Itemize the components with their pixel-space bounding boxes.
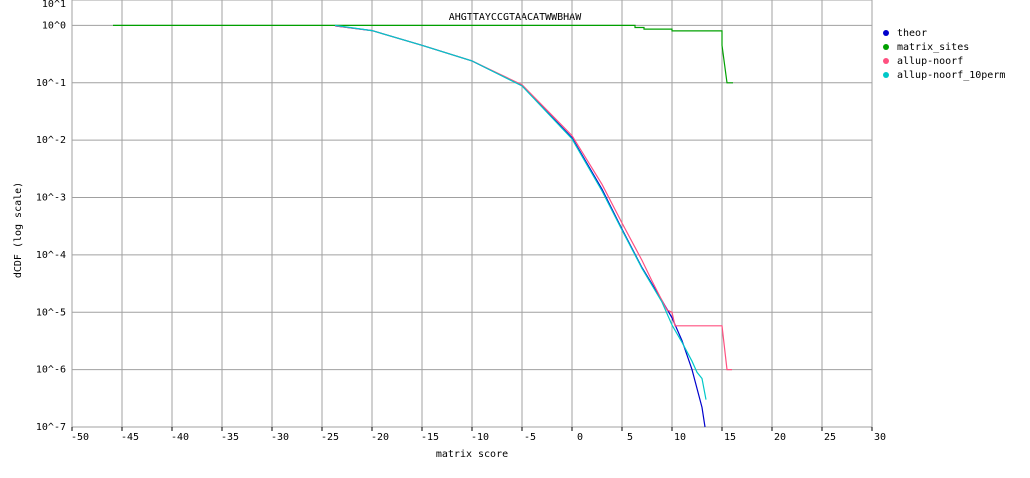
x-tick-label: -35 — [221, 432, 239, 443]
y-tick-label: 10^-4 — [36, 250, 66, 261]
x-tick-label: 20 — [774, 432, 786, 443]
x-tick-label: -5 — [524, 432, 536, 443]
legend-marker — [883, 72, 889, 78]
chart-title: AHGTTAYCCGTAACATWWBHAW — [449, 12, 582, 23]
x-tick-label: 10 — [674, 432, 686, 443]
y-tick-label: 10^-6 — [36, 365, 66, 376]
y-tick-label: 10^-3 — [36, 193, 66, 204]
x-tick-label: -10 — [471, 432, 489, 443]
x-tick-label: -15 — [421, 432, 439, 443]
y-tick-label: 10^-2 — [36, 135, 66, 146]
x-tick-label: 30 — [874, 432, 886, 443]
legend-marker — [883, 58, 889, 64]
y-tick-label: 10^-1 — [36, 78, 66, 89]
x-tick-label: 0 — [577, 432, 583, 443]
series-line — [113, 24, 733, 84]
x-tick-label: -30 — [271, 432, 289, 443]
x-tick-label: 5 — [627, 432, 633, 443]
y-tick-label: 10^-5 — [36, 307, 66, 318]
x-tick-label: -20 — [371, 432, 389, 443]
x-tick-label: -25 — [321, 432, 339, 443]
x-axis-label: matrix score — [436, 449, 508, 460]
x-tick-label: -40 — [171, 432, 189, 443]
x-tick-label: 15 — [724, 432, 736, 443]
y-tick-label: 10^1 — [42, 0, 66, 10]
plot-lines — [113, 24, 733, 428]
legend-marker — [883, 44, 889, 50]
legend-marker — [883, 30, 889, 36]
x-tick-label: 25 — [824, 432, 836, 443]
legend-label: allup-noorf_10perm — [897, 70, 1005, 81]
series-line — [334, 25, 706, 428]
y-tick-label: 10^-7 — [36, 422, 66, 433]
legend-label: matrix_sites — [897, 42, 969, 53]
y-axis-label: dCDF (log scale) — [13, 182, 24, 278]
y-tick-label: 10^0 — [42, 20, 66, 31]
x-tick-label: -45 — [121, 432, 139, 443]
x-tick-label: -50 — [71, 432, 89, 443]
series-line — [334, 24, 707, 400]
legend-label: theor — [897, 28, 927, 39]
legend-label: allup-noorf — [897, 56, 963, 67]
